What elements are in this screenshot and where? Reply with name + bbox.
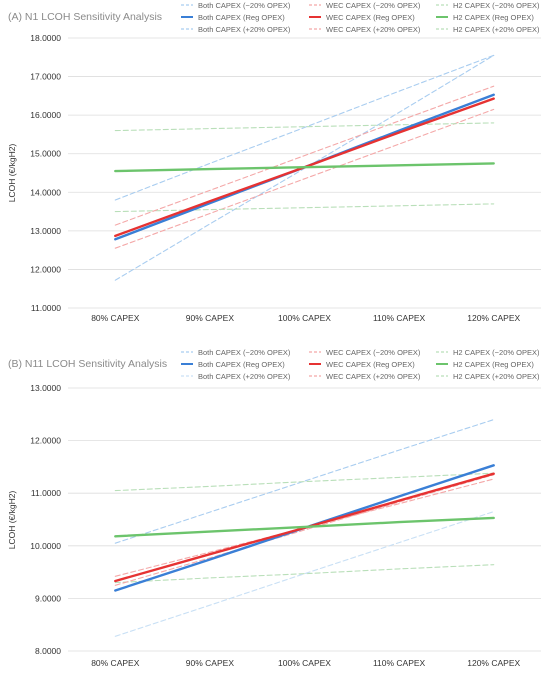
- series-line: [114, 108, 495, 249]
- x-tick-label: 120% CAPEX: [467, 658, 520, 668]
- legend-label: H2 CAPEX (−20% OPEX): [453, 1, 540, 10]
- chart-title: (A) N1 LCOH Sensitivity Analysis: [8, 11, 162, 23]
- legend-label: WEC CAPEX (Reg OPEX): [326, 360, 415, 369]
- y-tick-label: 18.0000: [30, 33, 61, 43]
- legend-label: Both CAPEX (Reg OPEX): [198, 13, 285, 22]
- x-tick-label: 100% CAPEX: [278, 658, 331, 668]
- legend-label: Both CAPEX (Reg OPEX): [198, 360, 285, 369]
- legend-label: Both CAPEX (+20% OPEX): [198, 372, 291, 381]
- chart-title: (B) N11 LCOH Sensitivity Analysis: [8, 358, 167, 370]
- series-line: [114, 162, 495, 173]
- series-line: [114, 472, 495, 492]
- legend-label: Both CAPEX (+20% OPEX): [198, 25, 291, 34]
- y-axis-label: LCOH (€/kgH2): [7, 144, 17, 203]
- series-line: [114, 511, 495, 637]
- y-tick-label: 11.0000: [31, 488, 61, 498]
- legend-label: WEC CAPEX (+20% OPEX): [326, 372, 421, 381]
- legend-label: Both CAPEX (−20% OPEX): [198, 348, 291, 357]
- y-tick-label: 15.0000: [30, 149, 61, 159]
- y-tick-label: 13.0000: [30, 226, 61, 236]
- series-line: [114, 85, 495, 226]
- chart-panel-1: (A) N1 LCOH Sensitivity Analysis Both CAP…: [7, 1, 541, 323]
- x-tick-label: 90% CAPEX: [186, 658, 235, 668]
- y-tick-label: 17.0000: [30, 72, 61, 82]
- y-tick-label: 8.0000: [35, 646, 61, 656]
- series-line: [114, 54, 495, 201]
- y-tick-label: 13.0000: [30, 383, 61, 393]
- x-tick-label: 100% CAPEX: [278, 313, 331, 323]
- legend-label: H2 CAPEX (+20% OPEX): [453, 25, 540, 34]
- series-line: [114, 564, 495, 584]
- series-line: [114, 419, 495, 544]
- y-tick-label: 12.0000: [30, 264, 61, 274]
- legend-label: H2 CAPEX (Reg OPEX): [453, 360, 534, 369]
- y-tick-label: 16.0000: [30, 110, 61, 120]
- x-tick-label: 110% CAPEX: [373, 658, 426, 668]
- y-tick-label: 12.0000: [30, 436, 61, 446]
- x-tick-label: 80% CAPEX: [91, 313, 140, 323]
- y-tick-label: 9.0000: [35, 593, 61, 603]
- x-tick-label: 90% CAPEX: [186, 313, 235, 323]
- chart-panel-2: (B) N11 LCOH Sensitivity Analysis Both CA…: [7, 348, 541, 668]
- y-tick-label: 14.0000: [30, 187, 61, 197]
- x-tick-label: 120% CAPEX: [467, 313, 520, 323]
- y-tick-label: 11.0000: [31, 303, 61, 313]
- legend-label: H2 CAPEX (Reg OPEX): [453, 13, 534, 22]
- series-line: [114, 203, 495, 213]
- legend-label: Both CAPEX (−20% OPEX): [198, 1, 291, 10]
- legend-label: WEC CAPEX (−20% OPEX): [326, 348, 421, 357]
- x-tick-label: 80% CAPEX: [91, 658, 140, 668]
- legend-label: WEC CAPEX (−20% OPEX): [326, 1, 421, 10]
- series-line: [114, 122, 495, 132]
- legend-label: H2 CAPEX (+20% OPEX): [453, 372, 540, 381]
- y-tick-label: 10.0000: [30, 541, 61, 551]
- legend-label: H2 CAPEX (−20% OPEX): [453, 348, 540, 357]
- legend-label: WEC CAPEX (Reg OPEX): [326, 13, 415, 22]
- legend-label: WEC CAPEX (+20% OPEX): [326, 25, 421, 34]
- x-tick-label: 110% CAPEX: [373, 313, 426, 323]
- y-axis-label: LCOH (€/kgH2): [7, 491, 17, 550]
- series-line: [114, 516, 495, 538]
- series-line: [114, 474, 495, 586]
